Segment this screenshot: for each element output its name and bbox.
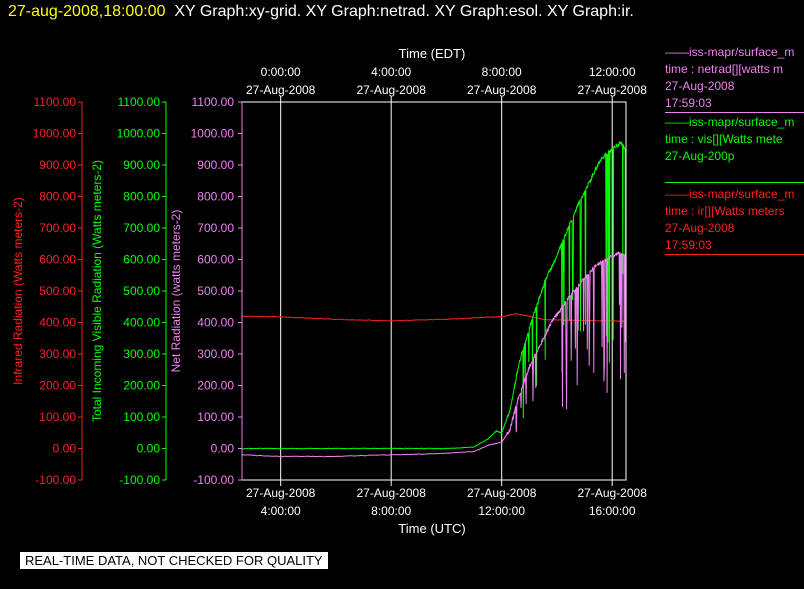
legend-line: 27-Aug-200p [665,149,735,163]
y-tick-label-0: 400.00 [39,316,76,330]
bottom-tick-date: 27-Aug-2008 [246,486,316,500]
header: 27-aug-2008,18:00:00 XY Graph:xy-grid. X… [8,3,634,21]
y-axis-title-1: Total Incoming Visible Radiation (Watts … [90,160,104,422]
y-tick-label-0: -100.00 [35,473,76,487]
header-graph-titles: XY Graph:xy-grid. XY Graph:netrad. XY Gr… [174,3,634,20]
y-tick-label-0: 1100.00 [34,95,77,109]
y-tick-label-2: 0.00 [211,442,235,456]
y-tick-label-0: 600.00 [39,253,76,267]
y-tick-label-1: 500.00 [123,284,160,298]
legend-source: ——iss-mapr/surface_m [665,115,795,129]
y-tick-label-2: 100.00 [197,410,234,424]
top-tick-time: 0:00:00 [261,65,301,79]
y-tick-label-0: 0.00 [53,442,77,456]
y-tick-label-2: 700.00 [197,221,234,235]
bottom-tick-time: 12:00:00 [478,504,525,518]
bottom-tick-date: 27-Aug-2008 [577,486,647,500]
y-tick-label-2: -100.00 [193,473,234,487]
legend-separator [665,182,804,183]
series-line-net [242,251,627,458]
y-tick-label-0: 800.00 [39,190,76,204]
top-tick-date: 27-Aug-2008 [356,83,426,97]
top-axis-title: Time (EDT) [399,46,466,61]
legend-source: ——iss-mapr/surface_m [665,45,795,59]
y-tick-label-1: 400.00 [123,316,160,330]
legend-source: ——iss-mapr/surface_m [665,187,795,201]
bottom-axis-title: Time (UTC) [398,521,465,536]
y-tick-label-1: 1100.00 [118,95,161,109]
series-line-vis [242,141,627,450]
y-tick-label-0: 200.00 [39,379,76,393]
y-tick-label-2: 600.00 [197,253,234,267]
y-tick-label-2: 1000.00 [191,127,235,141]
y-tick-label-1: 600.00 [123,253,160,267]
y-axis-title-2: Net Radiation (watts meters-2) [169,210,183,373]
bottom-tick-time: 4:00:00 [261,504,301,518]
y-tick-label-1: 900.00 [123,158,160,172]
legend-separator [665,112,804,113]
y-tick-label-1: 300.00 [123,347,160,361]
top-tick-time: 8:00:00 [482,65,522,79]
y-tick-label-1: 100.00 [123,410,160,424]
y-tick-label-2: 500.00 [197,284,234,298]
top-tick-date: 27-Aug-2008 [577,83,647,97]
y-tick-label-0: 1000.00 [33,127,77,141]
top-tick-date: 27-Aug-2008 [467,83,537,97]
quality-notice: REAL-TIME DATA, NOT CHECKED FOR QUALITY [20,552,328,569]
plot-frame [241,101,627,481]
legend-line: time : vis[][Watts mete [665,132,783,146]
y-tick-label-1: 0.00 [137,442,161,456]
y-tick-label-2: 800.00 [197,190,234,204]
y-axis-title-0: Infrared Radiation (Watts meters-2) [11,197,25,385]
legend-line [665,165,804,182]
y-tick-label-1: 800.00 [123,190,160,204]
header-timestamp: 27-aug-2008,18:00:00 [8,3,166,20]
y-tick-label-2: 300.00 [197,347,234,361]
y-tick-label-2: 200.00 [197,379,234,393]
y-tick-label-1: -100.00 [119,473,160,487]
y-tick-label-0: 900.00 [39,158,76,172]
bottom-tick-time: 16:00:00 [589,504,636,518]
bottom-tick-date: 27-Aug-2008 [356,486,426,500]
y-tick-label-2: 400.00 [197,316,234,330]
legend-line: 27-Aug-2008 [665,79,735,93]
y-tick-label-2: 900.00 [197,158,234,172]
y-tick-label-0: 100.00 [39,410,76,424]
legend-line: time : ir[][Watts meters [665,204,785,218]
top-tick-time: 12:00:00 [589,65,636,79]
y-tick-label-2: 1100.00 [192,95,235,109]
y-tick-label-0: 300.00 [39,347,76,361]
legend-line: 17:59:03 [665,96,712,110]
y-tick-label-1: 200.00 [123,379,160,393]
y-tick-label-1: 700.00 [123,221,160,235]
legend-line: 27-Aug-2008 [665,221,735,235]
top-tick-time: 4:00:00 [371,65,411,79]
bottom-tick-time: 8:00:00 [371,504,411,518]
series-line-ir [241,313,627,322]
bottom-tick-date: 27-Aug-2008 [467,486,537,500]
y-tick-label-0: 500.00 [39,284,76,298]
legend-separator [665,254,804,255]
y-tick-label-1: 1000.00 [117,127,161,141]
y-tick-label-0: 700.00 [39,221,76,235]
legend-line: time : netrad[][watts m [665,62,784,76]
legend-line: 17:59:03 [665,238,712,252]
top-tick-date: 27-Aug-2008 [246,83,316,97]
